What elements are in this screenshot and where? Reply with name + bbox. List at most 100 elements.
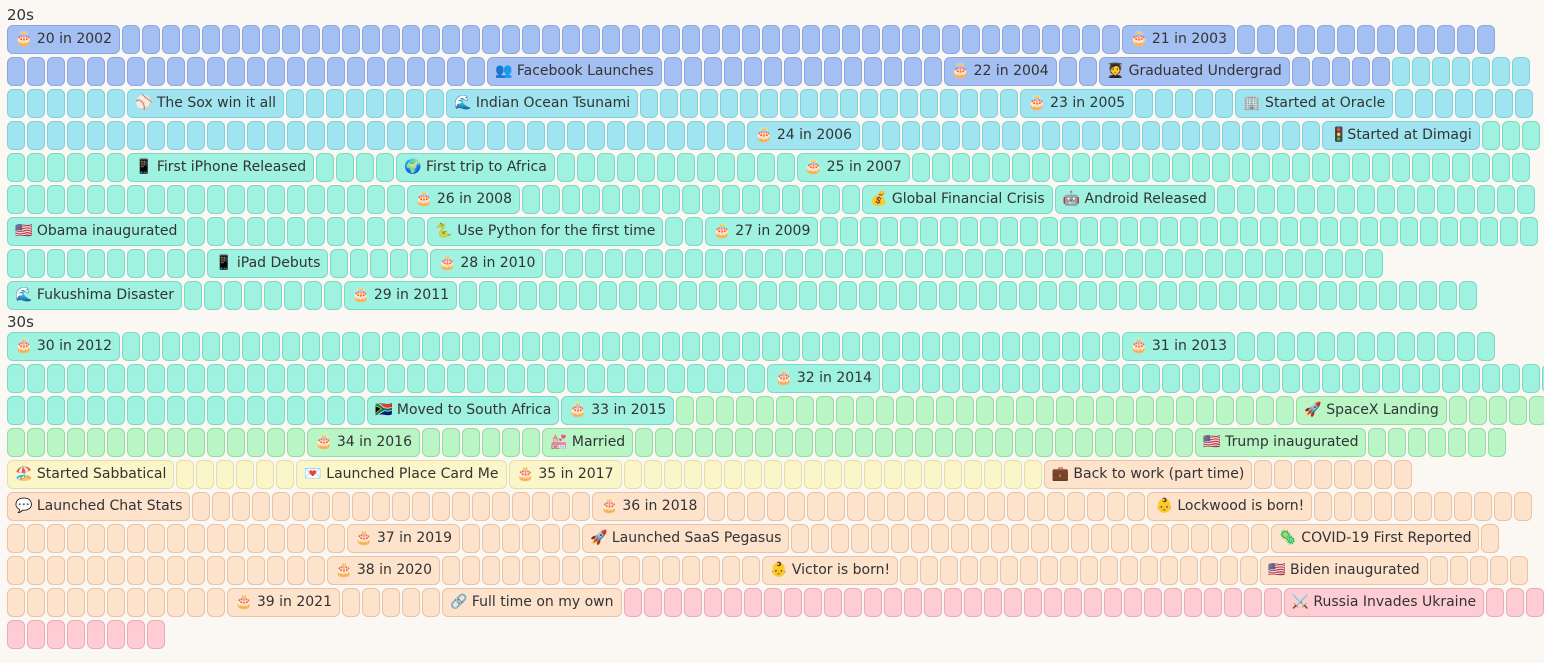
- week-cell[interactable]: [1051, 524, 1070, 553]
- week-cell[interactable]: [187, 217, 206, 246]
- week-cell[interactable]: [843, 460, 862, 489]
- event-week[interactable]: 🎂 36 in 2018: [592, 492, 706, 521]
- week-cell[interactable]: [943, 588, 962, 617]
- week-cell[interactable]: [207, 185, 225, 214]
- week-cell[interactable]: [1091, 153, 1110, 182]
- week-cell[interactable]: [482, 332, 500, 361]
- week-cell[interactable]: [67, 588, 85, 617]
- week-cell[interactable]: [1394, 460, 1413, 489]
- week-cell[interactable]: [1297, 332, 1315, 361]
- week-cell[interactable]: [802, 25, 820, 54]
- week-cell[interactable]: [983, 460, 1002, 489]
- week-cell[interactable]: [362, 588, 380, 617]
- week-cell[interactable]: [760, 89, 779, 118]
- week-cell[interactable]: [87, 89, 105, 118]
- week-cell[interactable]: [1371, 153, 1390, 182]
- week-cell[interactable]: [27, 620, 45, 649]
- week-cell[interactable]: [656, 153, 675, 182]
- week-cell[interactable]: [920, 556, 939, 585]
- week-cell[interactable]: [602, 556, 620, 585]
- week-cell[interactable]: [327, 396, 345, 425]
- week-cell[interactable]: [819, 281, 838, 310]
- week-cell[interactable]: [1040, 217, 1059, 246]
- week-cell[interactable]: [1216, 396, 1235, 425]
- event-week[interactable]: 📱 First iPhone Released: [127, 153, 315, 182]
- week-cell[interactable]: [795, 428, 814, 457]
- week-cell[interactable]: [442, 556, 460, 585]
- event-week[interactable]: 🧑‍🎓 Graduated Undergrad: [1098, 57, 1290, 86]
- week-cell[interactable]: [1175, 89, 1194, 118]
- week-cell[interactable]: [1462, 364, 1480, 393]
- week-cell[interactable]: [980, 89, 999, 118]
- week-cell[interactable]: [227, 396, 245, 425]
- week-cell[interactable]: [222, 25, 240, 54]
- week-cell[interactable]: [822, 332, 840, 361]
- week-cell[interactable]: [899, 281, 918, 310]
- week-cell[interactable]: [1175, 428, 1194, 457]
- week-cell[interactable]: [432, 492, 451, 521]
- week-cell[interactable]: [1123, 588, 1142, 617]
- week-cell[interactable]: [147, 556, 165, 585]
- week-cell[interactable]: [663, 460, 682, 489]
- week-cell[interactable]: [27, 249, 45, 278]
- week-cell[interactable]: [599, 281, 618, 310]
- week-cell[interactable]: [47, 153, 65, 182]
- week-cell[interactable]: [1325, 249, 1344, 278]
- week-cell[interactable]: [1005, 249, 1024, 278]
- week-cell[interactable]: [1354, 460, 1373, 489]
- week-cell[interactable]: [905, 249, 924, 278]
- week-cell[interactable]: [542, 524, 560, 553]
- week-cell[interactable]: [582, 25, 600, 54]
- week-cell[interactable]: [327, 217, 346, 246]
- week-cell[interactable]: [176, 460, 195, 489]
- week-cell[interactable]: [1131, 524, 1150, 553]
- week-cell[interactable]: [685, 217, 704, 246]
- week-cell[interactable]: [382, 25, 400, 54]
- week-cell[interactable]: [1400, 217, 1419, 246]
- week-cell[interactable]: [87, 396, 105, 425]
- week-cell[interactable]: [716, 153, 735, 182]
- week-cell[interactable]: [1336, 185, 1355, 214]
- week-cell[interactable]: [307, 121, 325, 150]
- week-cell[interactable]: [307, 364, 325, 393]
- week-cell[interactable]: [1331, 153, 1350, 182]
- week-cell[interactable]: [1260, 217, 1279, 246]
- week-cell[interactable]: [247, 524, 265, 553]
- week-cell[interactable]: [224, 281, 243, 310]
- week-cell[interactable]: [1180, 556, 1199, 585]
- week-cell[interactable]: [763, 588, 782, 617]
- week-cell[interactable]: [1265, 249, 1284, 278]
- week-cell[interactable]: [87, 556, 105, 585]
- week-cell[interactable]: [227, 217, 246, 246]
- week-cell[interactable]: [1082, 364, 1100, 393]
- week-cell[interactable]: [387, 121, 405, 150]
- week-cell[interactable]: [1521, 121, 1540, 150]
- week-cell[interactable]: [1440, 217, 1459, 246]
- week-cell[interactable]: [727, 492, 746, 521]
- week-cell[interactable]: [725, 249, 744, 278]
- week-cell[interactable]: [187, 364, 205, 393]
- week-cell[interactable]: [1411, 153, 1430, 182]
- week-cell[interactable]: [370, 249, 389, 278]
- week-cell[interactable]: [1449, 556, 1468, 585]
- week-cell[interactable]: [616, 153, 635, 182]
- week-cell[interactable]: [27, 588, 45, 617]
- week-cell[interactable]: [184, 281, 203, 310]
- week-cell[interactable]: [147, 364, 165, 393]
- week-cell[interactable]: [962, 121, 980, 150]
- week-cell[interactable]: [1162, 364, 1180, 393]
- week-cell[interactable]: [1456, 185, 1475, 214]
- week-cell[interactable]: [1231, 524, 1250, 553]
- week-cell[interactable]: [863, 588, 882, 617]
- week-cell[interactable]: [1237, 25, 1255, 54]
- week-cell[interactable]: [1056, 396, 1075, 425]
- week-cell[interactable]: [267, 121, 285, 150]
- week-cell[interactable]: [1135, 428, 1154, 457]
- week-cell[interactable]: [1468, 396, 1487, 425]
- week-cell[interactable]: [1002, 25, 1020, 54]
- week-cell[interactable]: [347, 121, 365, 150]
- week-cell[interactable]: [67, 428, 85, 457]
- week-cell[interactable]: [727, 121, 745, 150]
- week-cell[interactable]: [327, 364, 345, 393]
- week-cell[interactable]: [922, 364, 940, 393]
